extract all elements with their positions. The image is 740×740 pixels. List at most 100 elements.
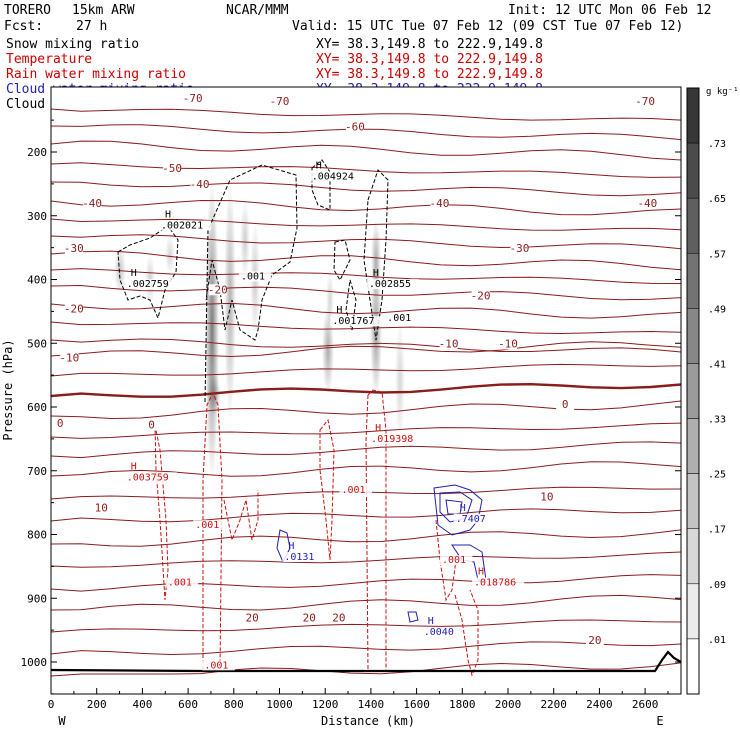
legend-label: Snow mixing ratio: [6, 37, 139, 52]
colorbar-level-label: .57: [708, 249, 726, 260]
valid-time: Valid: 15 UTC Tue 07 Feb 12 (09 CST Tue …: [292, 19, 683, 34]
cloud-ice-contour: [117, 225, 179, 320]
isotherm-line: [50, 341, 682, 358]
temperature-label-bg: [300, 612, 319, 624]
temperature-label-bg: [439, 338, 458, 350]
maximum-label-bg: [124, 472, 177, 483]
colorbar-level-label: .49: [708, 304, 726, 315]
isotherm-line: [50, 594, 682, 611]
x-axis-tick-label: 1800: [449, 698, 476, 711]
temperature-label-bg: [64, 303, 83, 315]
isotherm-line: [50, 218, 682, 231]
colorbar-swatch: [686, 583, 700, 640]
temperature-label: -70: [270, 95, 290, 108]
temperature-label: 20: [332, 612, 345, 625]
temperature-label: -20: [471, 290, 491, 303]
isotherm-line: [50, 284, 682, 301]
temperature-label-bg: [183, 93, 202, 104]
isotherm-line: [50, 250, 682, 271]
maximum-label-bg: [238, 271, 272, 282]
maximum-label-bg: [339, 485, 372, 496]
temperature-label: 0: [57, 417, 64, 430]
maximum-value: .001: [204, 660, 228, 671]
temperature-label-bg: [329, 612, 348, 624]
x-axis: 0 200 400 600 800 1000 1200 1400 1600 1800 2000 220…: [48, 688, 669, 711]
temperature-label: 0: [562, 398, 569, 411]
x-axis-tick-label: 1200: [312, 698, 339, 711]
colorbar-swatch: [686, 142, 700, 199]
x-axis-tick-label: 600: [178, 698, 198, 711]
cloud-ice-contour: [204, 164, 298, 403]
y-axis-tick-label: 700: [27, 465, 47, 478]
colorbar-swatch: [686, 197, 700, 254]
x-axis-tick-label: 400: [132, 698, 152, 711]
maxima-labels: H.002759H.002021H.004924H.002855H.001767…: [124, 160, 525, 671]
isotherm-line: [50, 162, 682, 178]
isotherm-line: [50, 662, 682, 677]
legend-xy: XY= 38.3,149.8 to 222.9,149.8: [316, 67, 543, 82]
isotherm-line: [50, 508, 682, 523]
temperature-label: -10: [439, 337, 459, 350]
temperature-label: -70: [635, 95, 655, 108]
maximum-h-marker: H: [288, 541, 294, 552]
temperature-label-bg: [60, 352, 79, 364]
temperature-label: -60: [345, 121, 365, 134]
snow-shade-blob: [165, 235, 175, 275]
rain-contour: [435, 519, 457, 602]
y-axis-tick-label: 600: [27, 401, 47, 414]
isotherm-line: [50, 302, 682, 319]
maximum-h-marker: H: [478, 567, 484, 578]
isotherm-line: [50, 619, 682, 633]
temperature-label-bg: [83, 198, 102, 210]
temperature-label: -10: [498, 337, 518, 350]
cloud-ice-contour: [333, 239, 351, 282]
fcst-label: Fcst:: [4, 19, 43, 34]
maximum-h-marker: H: [336, 305, 342, 316]
y-axis-tick-label: 200: [27, 146, 47, 159]
x-axis-tick-label: 1400: [358, 698, 385, 711]
temperature-label: -40: [637, 197, 657, 210]
maximum-label-bg: [330, 316, 383, 327]
temperature-label: 10: [95, 501, 108, 514]
isotherm-line: [50, 321, 682, 335]
maximum-value: .003759: [127, 472, 169, 483]
snow-shade-blob: [114, 245, 126, 295]
temperature-label: -20: [208, 283, 228, 296]
maximum-value: .001: [341, 485, 365, 496]
terrain-line: [50, 650, 682, 673]
temperature-label-bg: [636, 96, 655, 108]
isotherm-line: [50, 140, 682, 161]
temperature-label-bg: [345, 121, 364, 133]
maximum-label-bg: [282, 552, 322, 562]
maximum-value: .7407: [456, 514, 486, 525]
temperature-label-bg: [208, 284, 227, 296]
temperature-label: 20: [588, 634, 601, 647]
rain-contour: [454, 589, 479, 677]
plot-area: [51, 87, 681, 694]
temperature-label: -20: [64, 302, 84, 315]
maximum-label-bg: [165, 577, 199, 588]
maximum-h-marker: H: [131, 461, 137, 472]
snow-shade-blob: [240, 200, 250, 280]
x-axis-tick-label: 2200: [540, 698, 567, 711]
temperature-label-bg: [163, 163, 182, 175]
x-axis-tick-label: 2600: [632, 698, 659, 711]
temperature-label: 0: [148, 418, 155, 431]
isotherm-line: [50, 551, 682, 568]
isotherm-line: [50, 181, 682, 197]
temperature-label-bg: [270, 96, 289, 108]
maximum-label-bg: [309, 171, 362, 182]
colorbar-level-label: .01: [708, 635, 726, 646]
isotherm-line: [50, 461, 682, 477]
maximum-value: .0040: [424, 627, 454, 638]
temperature-label: -50: [162, 162, 182, 175]
temperature-label-bg: [585, 634, 604, 646]
temperature-label: -40: [430, 197, 450, 210]
rain-contour: [223, 490, 259, 542]
maximum-value: .018786: [474, 578, 516, 589]
colorbar-swatch: [686, 253, 700, 309]
maximum-label-bg: [193, 520, 226, 531]
y-axis-tick-label: 500: [27, 337, 47, 350]
maximum-value: .002759: [127, 279, 169, 290]
